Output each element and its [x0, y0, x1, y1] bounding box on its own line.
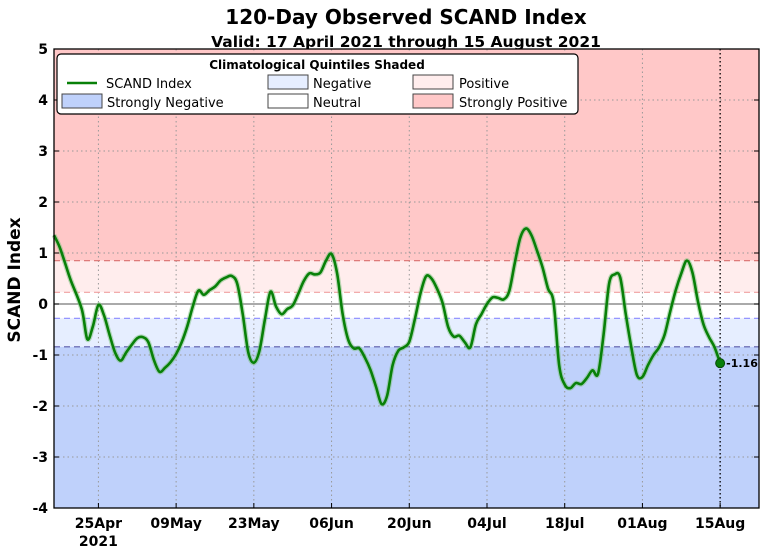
y-tick-label: -2 [32, 399, 48, 415]
legend-swatch-neutral [267, 93, 309, 109]
legend-label-strongly-negative: Strongly Negative [107, 96, 224, 111]
y-tick-label: -3 [32, 450, 48, 466]
last-value-label: -1.16 [726, 357, 758, 370]
y-tick-label: 3 [38, 144, 48, 160]
legend: Climatological Quintiles Shaded SCAND In… [56, 53, 579, 115]
chart-subtitle: Valid: 17 April 2021 through 15 August 2… [211, 33, 601, 51]
y-axis-label: SCAND Index [5, 217, 25, 342]
x-tick-label: 01Aug [617, 516, 667, 532]
plot-frame [53, 48, 760, 509]
legend-swatch-negative [267, 74, 309, 90]
y-tick-label: -1 [32, 348, 48, 364]
legend-label-scand-index: SCAND Index [106, 77, 192, 92]
x-tick-label: 18Jul [545, 516, 584, 532]
y-tick-label: -4 [32, 501, 48, 517]
x-tick-label: 04Jul [467, 516, 506, 532]
y-tick-label: 4 [38, 93, 48, 109]
y-tick-label: 1 [38, 246, 48, 262]
y-tick-label: 5 [38, 42, 48, 58]
legend-label-negative: Negative [313, 77, 371, 92]
y-tick-label: 0 [38, 297, 48, 313]
legend-label-strongly-positive: Strongly Positive [459, 96, 567, 111]
legend-label-positive: Positive [459, 77, 509, 92]
legend-label-neutral: Neutral [313, 96, 361, 111]
x-tick-label: 20Jun [387, 516, 432, 532]
last-value-marker [715, 358, 726, 369]
x-tick-label: 25Apr [75, 516, 122, 532]
band-strongly-negative [54, 346, 759, 508]
legend-title: Climatological Quintiles Shaded [209, 58, 425, 72]
x-tick-label: 15Aug [695, 516, 745, 532]
legend-swatch-positive [412, 74, 454, 90]
legend-swatch-strongly-negative [61, 93, 103, 109]
legend-swatch-strongly-positive [412, 93, 454, 109]
series-line-scand-index [52, 227, 722, 406]
chart-title: 120-Day Observed SCAND Index [225, 5, 586, 29]
x-tick-label: 23May [228, 516, 280, 532]
band-neutral [54, 292, 759, 319]
x-tick-year-label: 2021 [79, 534, 118, 550]
band-positive [54, 260, 759, 293]
x-tick-label: 06Jun [309, 516, 354, 532]
y-tick-label: 2 [38, 195, 48, 211]
x-tick-label: 09May [150, 516, 202, 532]
